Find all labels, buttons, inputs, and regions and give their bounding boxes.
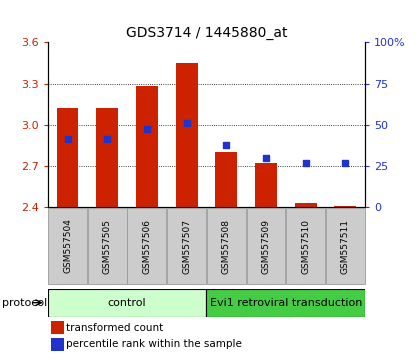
FancyBboxPatch shape — [127, 208, 166, 284]
Point — [104, 136, 110, 141]
Text: GSM557511: GSM557511 — [341, 218, 350, 274]
Text: GSM557506: GSM557506 — [142, 218, 151, 274]
Text: transformed count: transformed count — [66, 323, 164, 333]
Title: GDS3714 / 1445880_at: GDS3714 / 1445880_at — [126, 26, 287, 40]
Text: protocol: protocol — [2, 298, 47, 308]
Text: Evi1 retroviral transduction: Evi1 retroviral transduction — [210, 298, 362, 308]
FancyBboxPatch shape — [326, 208, 365, 284]
FancyBboxPatch shape — [286, 208, 325, 284]
FancyBboxPatch shape — [247, 208, 286, 284]
Bar — [215, 152, 237, 207]
Bar — [96, 108, 118, 207]
Point — [303, 160, 309, 166]
Bar — [176, 63, 198, 207]
FancyBboxPatch shape — [48, 208, 87, 284]
Bar — [255, 163, 277, 207]
Bar — [51, 338, 64, 350]
Text: GSM557504: GSM557504 — [63, 218, 72, 274]
Text: GSM557505: GSM557505 — [103, 218, 112, 274]
Text: GSM557509: GSM557509 — [261, 218, 271, 274]
FancyBboxPatch shape — [207, 289, 365, 317]
Text: GSM557510: GSM557510 — [301, 218, 310, 274]
FancyBboxPatch shape — [167, 208, 206, 284]
Bar — [57, 108, 78, 207]
Point — [342, 160, 349, 166]
Text: GSM557507: GSM557507 — [182, 218, 191, 274]
Text: control: control — [108, 298, 146, 308]
FancyBboxPatch shape — [207, 208, 246, 284]
FancyBboxPatch shape — [48, 289, 207, 317]
Text: percentile rank within the sample: percentile rank within the sample — [66, 339, 242, 349]
Point — [263, 155, 269, 160]
Bar — [295, 203, 317, 207]
Point — [223, 143, 229, 148]
Bar — [51, 321, 64, 334]
Point — [64, 136, 71, 141]
Text: GSM557508: GSM557508 — [222, 218, 231, 274]
Point — [183, 121, 190, 126]
FancyBboxPatch shape — [88, 208, 127, 284]
Bar — [334, 206, 356, 207]
Bar — [136, 86, 158, 207]
Point — [144, 126, 150, 132]
